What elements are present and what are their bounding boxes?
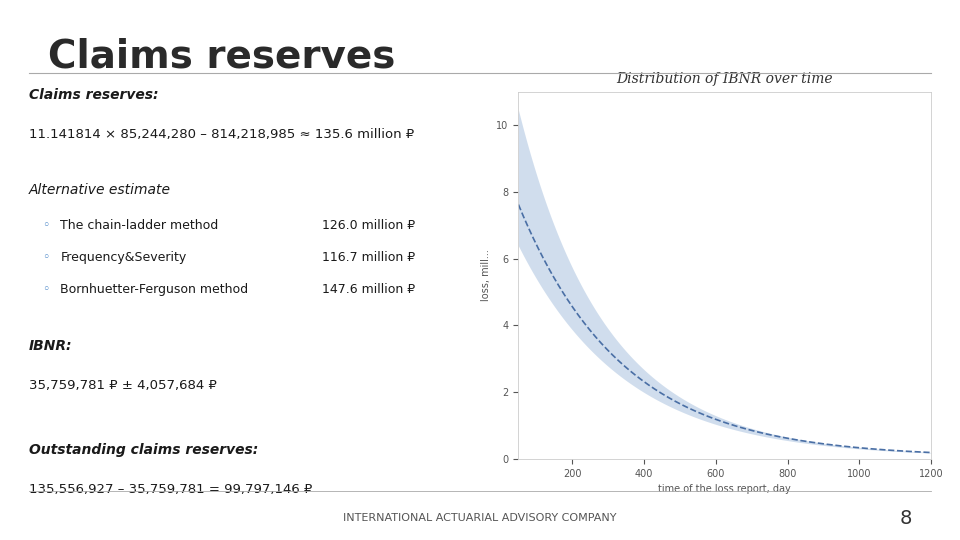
Text: IBNR:: IBNR:	[29, 339, 72, 353]
Text: Bornhuetter-Ferguson method: Bornhuetter-Ferguson method	[60, 284, 249, 296]
Text: 35,759,781 ₽ ± 4,057,684 ₽: 35,759,781 ₽ ± 4,057,684 ₽	[29, 379, 217, 392]
Text: Outstanding claims reserves:: Outstanding claims reserves:	[29, 443, 258, 457]
Text: 135,556,927 – 35,759,781 = 99,797,146 ₽: 135,556,927 – 35,759,781 = 99,797,146 ₽	[29, 483, 312, 496]
Title: Distribution of IBNR over time: Distribution of IBNR over time	[616, 72, 833, 86]
Text: 8: 8	[900, 509, 912, 528]
Text: ◦: ◦	[42, 219, 50, 232]
Text: 116.7 million ₽: 116.7 million ₽	[323, 252, 416, 265]
Text: Claims reserves:: Claims reserves:	[29, 87, 158, 102]
Text: Claims reserves: Claims reserves	[48, 38, 396, 76]
Text: ◦: ◦	[42, 284, 50, 296]
Text: The chain-ladder method: The chain-ladder method	[60, 219, 219, 232]
Text: Frequency&Severity: Frequency&Severity	[60, 252, 186, 265]
Text: ◦: ◦	[42, 252, 50, 265]
Text: 11.141814 × 85,244,280 – 814,218,985 ≈ 135.6 million ₽: 11.141814 × 85,244,280 – 814,218,985 ≈ 1…	[29, 127, 414, 140]
Text: INTERNATIONAL ACTUARIAL ADVISORY COMPANY: INTERNATIONAL ACTUARIAL ADVISORY COMPANY	[344, 514, 616, 523]
Text: Alternative estimate: Alternative estimate	[29, 184, 171, 198]
Text: 147.6 million ₽: 147.6 million ₽	[323, 284, 416, 296]
X-axis label: time of the loss report, day: time of the loss report, day	[659, 484, 791, 494]
Text: 126.0 million ₽: 126.0 million ₽	[323, 219, 416, 232]
Y-axis label: loss, mill...: loss, mill...	[481, 249, 491, 301]
